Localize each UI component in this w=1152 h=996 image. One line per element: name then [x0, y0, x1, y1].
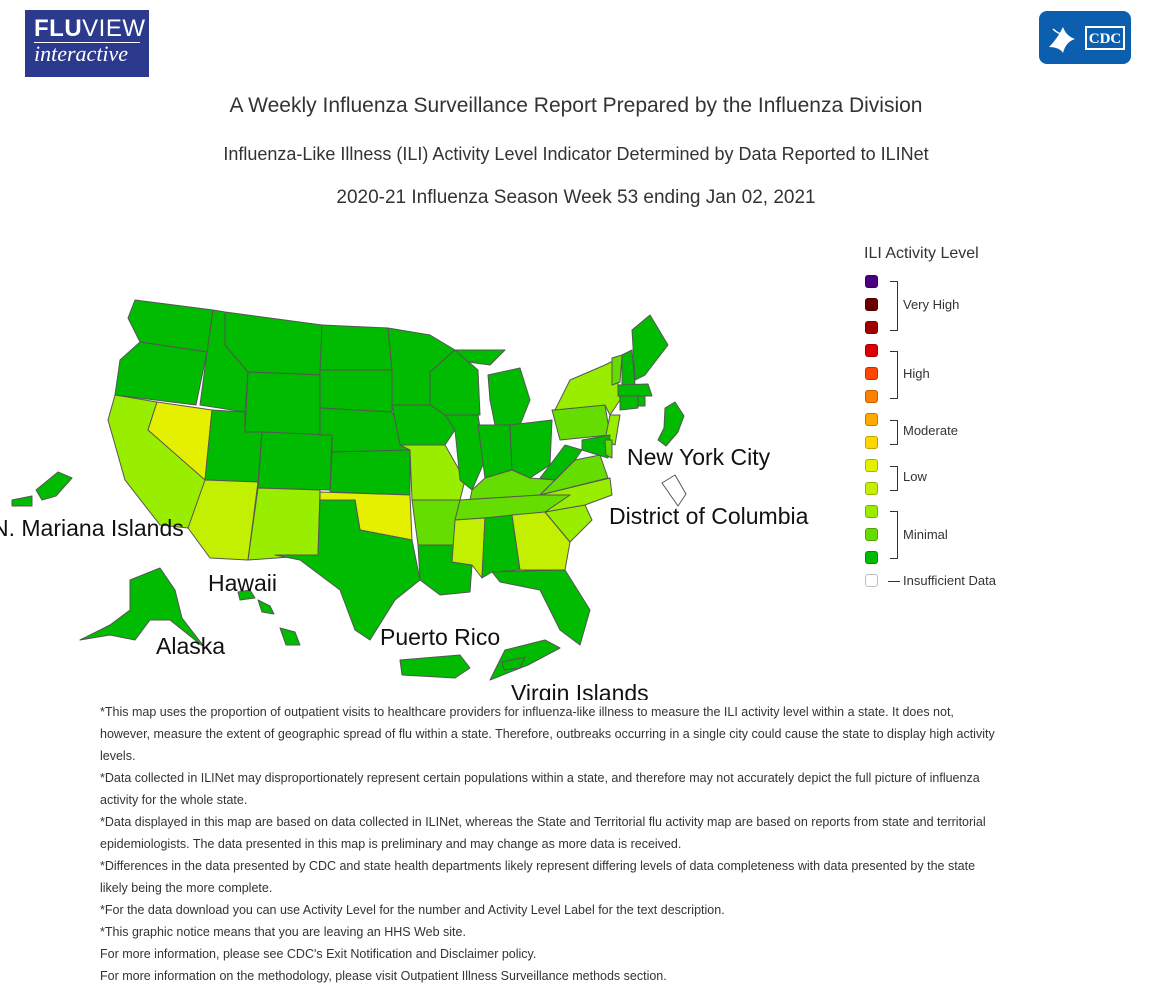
legend-swatch-level-7 [865, 413, 878, 426]
label-n-mariana: N. Mariana Islands [0, 515, 184, 541]
legend-label-high: High [903, 366, 930, 381]
state-rhode-island [637, 395, 646, 407]
note-7[interactable]: For more information, please see CDC's E… [100, 947, 537, 961]
state-florida [491, 569, 591, 646]
virgin-islands-shape-2 [501, 656, 526, 671]
legend-label-minimal: Minimal [903, 527, 948, 542]
state-north-carolina [539, 477, 613, 513]
legend-bracket-moderate [890, 420, 898, 445]
legend-swatch-level-4 [865, 482, 878, 495]
state-michigan-up [454, 349, 506, 366]
legend-title: ILI Activity Level [864, 245, 979, 262]
legend-swatch-level-6 [865, 436, 878, 449]
legend-label-insufficient: Insufficient Data [903, 573, 996, 588]
state-georgia [511, 511, 571, 571]
logo-fluview-interactive: interactive [34, 42, 140, 65]
nmariana-shape-1 [35, 471, 73, 501]
label-puerto-rico: Puerto Rico [380, 624, 500, 650]
note-4: *Differences in the data presented by CD… [100, 859, 976, 895]
state-west-virginia [539, 444, 583, 481]
page-subtitle: Influenza-Like Illness (ILI) Activity Le… [223, 144, 929, 164]
state-new-mexico [247, 487, 321, 561]
state-mississippi [451, 517, 486, 579]
note-6: *This graphic notice means that you are … [100, 925, 466, 939]
legend-swatch-level-1 [865, 551, 878, 564]
legend-swatch-level-10 [865, 344, 878, 357]
state-pennsylvania [551, 404, 611, 441]
label-hawaii: Hawaii [208, 570, 277, 596]
legend-bracket-low [890, 466, 898, 491]
note-2: *Data collected in ILINet may disproport… [100, 771, 980, 807]
hawaii-shape [237, 589, 256, 601]
legend-bracket-very-high [890, 281, 898, 331]
state-arizona [187, 479, 259, 561]
nmariana-shape-2 [11, 495, 33, 507]
fluview-logo[interactable]: FLUVIEW interactive [25, 10, 149, 77]
state-wyoming [244, 371, 323, 436]
label-virgin-islands: Virgin Islands [511, 680, 649, 700]
state-vermont [611, 354, 623, 386]
state-massachusetts [617, 383, 653, 397]
state-south-dakota [319, 369, 393, 413]
legend-swatch-level-11 [865, 321, 878, 334]
legend-swatch-level-0 [865, 574, 878, 587]
state-colorado [257, 431, 333, 491]
note-5: *For the data download you can use Activ… [100, 903, 725, 917]
cdc-logo[interactable]: CDC [1039, 11, 1131, 64]
dc-shape [657, 401, 685, 447]
footnotes: *This map uses the proportion of outpati… [100, 701, 1000, 987]
puerto-rico-shape [399, 654, 471, 679]
label-district-of-columbia: District of Columbia [609, 503, 809, 529]
state-virginia [539, 454, 609, 496]
logo-fluview-flu: FLU [34, 15, 83, 42]
legend-dash-insufficient [888, 581, 900, 582]
legend-swatch-level-13 [865, 275, 878, 288]
state-north-dakota [319, 324, 393, 371]
legend-swatch-level-9 [865, 367, 878, 380]
legend-swatch-level-2 [865, 528, 878, 541]
state-michigan [487, 367, 531, 426]
cdc-eagle-icon: CDC [1049, 26, 1125, 53]
legend: ILI Activity Level Very High High Modera… [860, 243, 1060, 603]
cdc-logo-text: CDC [1089, 31, 1122, 47]
state-delaware [604, 439, 613, 459]
logo-fluview-view: VIEW [82, 15, 146, 42]
state-maryland [581, 434, 611, 459]
legend-label-low: Low [903, 469, 927, 484]
state-arkansas [411, 499, 461, 546]
legend-swatch-level-12 [865, 298, 878, 311]
state-indiana [477, 424, 513, 479]
hawaii-shape-2 [257, 599, 275, 615]
legend-label-very-high: Very High [903, 297, 960, 312]
state-new-york [554, 359, 621, 416]
season-week-title: 2020-21 Influenza Season Week 53 ending … [336, 187, 816, 208]
label-alaska: Alaska [156, 633, 225, 659]
alaska-shape [79, 567, 206, 649]
state-ohio [509, 419, 553, 479]
state-texas [274, 499, 421, 641]
legend-bracket-minimal [890, 511, 898, 559]
legend-swatch-level-8 [865, 390, 878, 403]
page-title: A Weekly Influenza Surveillance Report P… [229, 94, 923, 117]
hawaii-shape-3 [279, 627, 301, 646]
note-3: *Data displayed in this map are based on… [100, 815, 986, 851]
state-maine [631, 314, 669, 381]
state-oregon [114, 341, 208, 406]
legend-swatch-level-5 [865, 459, 878, 472]
legend-swatch-level-3 [865, 505, 878, 518]
state-alabama [481, 514, 521, 579]
nyc-shape [661, 474, 687, 507]
ili-activity-map[interactable]: New York City District of Columbia N. Ma… [0, 230, 850, 700]
virgin-islands-shape [489, 639, 561, 681]
note-8[interactable]: For more information on the methodology,… [100, 969, 667, 983]
note-1: *This map uses the proportion of outpati… [100, 705, 995, 763]
state-connecticut [619, 395, 639, 411]
state-kansas [329, 449, 411, 496]
legend-bracket-high [890, 351, 898, 399]
label-new-york-city: New York City [627, 444, 771, 470]
legend-label-moderate: Moderate [903, 423, 958, 438]
